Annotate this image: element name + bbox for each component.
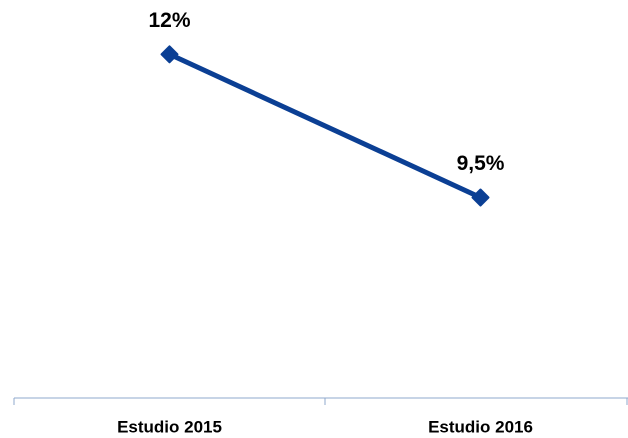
- marker: [471, 188, 490, 207]
- data-label: 12%: [148, 9, 190, 32]
- x-tick-label: Estudio 2016: [428, 417, 533, 436]
- x-tick-label: Estudio 2015: [117, 417, 222, 436]
- line: [168, 52, 482, 200]
- marker: [160, 45, 179, 64]
- data-label: 9,5%: [457, 152, 505, 175]
